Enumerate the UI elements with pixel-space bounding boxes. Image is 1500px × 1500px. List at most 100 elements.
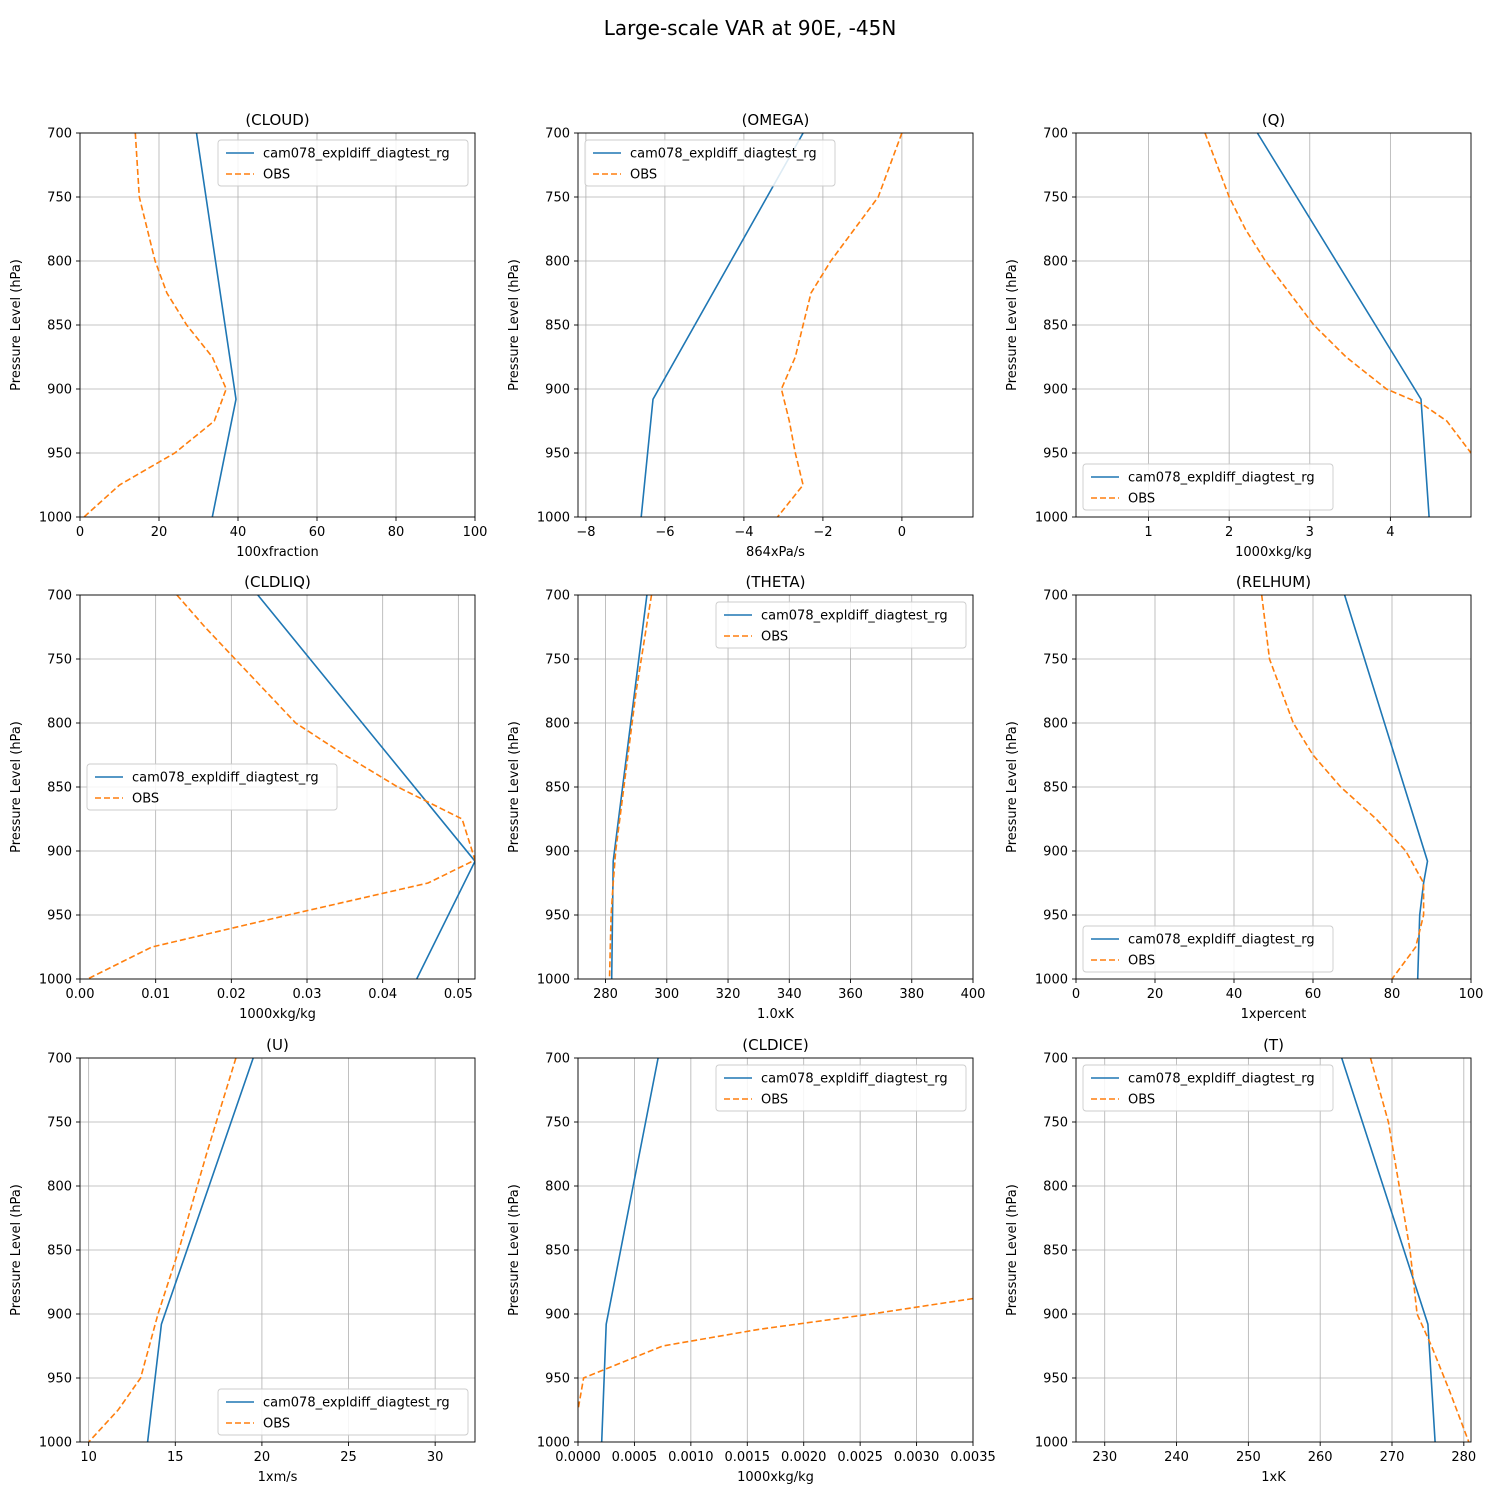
- x-axis-label: 1xpercent: [1241, 1007, 1307, 1022]
- y-tick-label: 800: [1043, 255, 1068, 270]
- x-tick-label: 280: [1451, 1450, 1476, 1465]
- x-axis-label: 1.0xK: [757, 1007, 794, 1022]
- obs-series-line: [83, 133, 228, 517]
- legend: cam078_expldiff_diagtest_rg OBS: [217, 139, 469, 187]
- y-tick-label: 750: [47, 1116, 72, 1131]
- legend-label: OBS: [1128, 492, 1155, 507]
- y-axis-label: Pressure Level (hPa): [9, 259, 24, 391]
- legend-label: OBS: [1128, 1093, 1155, 1108]
- legend: cam078_expldiff_diagtest_rg OBS: [1082, 1064, 1334, 1112]
- legend-label: OBS: [630, 168, 657, 183]
- subplot-title: (Q): [1262, 111, 1286, 129]
- y-tick-label: 800: [47, 1180, 72, 1195]
- x-tick-label: 0.0010: [668, 1450, 714, 1465]
- x-tick-label: 400: [961, 987, 986, 1002]
- model-series-line: [640, 133, 804, 517]
- y-tick-label: 900: [1043, 1308, 1068, 1323]
- subplot-t: 230 240 250 260 270 280 700 750 800 850 900 950 1000…: [1005, 1036, 1476, 1485]
- legend: cam078_expldiff_diagtest_rg OBS: [86, 763, 338, 811]
- y-tick-label: 850: [47, 1244, 72, 1259]
- x-tick-label: 10: [80, 1450, 97, 1465]
- legend-box: [584, 139, 836, 187]
- y-tick-label: 950: [545, 909, 570, 924]
- y-tick-label: 700: [545, 1052, 570, 1067]
- x-tick-label: 0.00: [66, 987, 95, 1002]
- x-tick-label: 0.05: [444, 987, 473, 1002]
- y-tick-label: 800: [47, 255, 72, 270]
- x-tick-label: 300: [654, 987, 679, 1002]
- y-tick-label: 900: [47, 845, 72, 860]
- y-tick-label: 950: [47, 1372, 72, 1387]
- y-tick-label: 850: [1043, 319, 1068, 334]
- x-axis-label: 864xPa/s: [746, 545, 805, 560]
- y-tick-label: 900: [545, 845, 570, 860]
- y-tick-label: 1000: [537, 1436, 570, 1451]
- y-tick-label: 800: [1043, 1180, 1068, 1195]
- model-series-line: [1256, 133, 1430, 517]
- model-series-line: [195, 133, 237, 517]
- legend-label: OBS: [132, 792, 159, 807]
- x-tick-label: 60: [309, 525, 326, 540]
- x-tick-label: 340: [777, 987, 802, 1002]
- x-tick-label: 0.0005: [612, 1450, 658, 1465]
- x-tick-label: 0.0015: [725, 1450, 771, 1465]
- legend-label: cam078_expldiff_diagtest_rg: [761, 609, 948, 624]
- model-series-line: [257, 595, 475, 979]
- x-tick-label: 3: [1306, 525, 1314, 540]
- legend-label: cam078_expldiff_diagtest_rg: [132, 771, 319, 786]
- x-tick-label: 0: [898, 525, 906, 540]
- x-tick-label: −4: [734, 525, 753, 540]
- y-tick-label: 850: [545, 319, 570, 334]
- y-tick-label: 900: [1043, 845, 1068, 860]
- y-tick-label: 700: [47, 589, 72, 604]
- legend-label: cam078_expldiff_diagtest_rg: [1128, 471, 1315, 486]
- obs-series-line: [578, 1297, 973, 1411]
- y-tick-label: 900: [1043, 383, 1068, 398]
- model-series-line: [600, 1058, 659, 1442]
- subplot-title: (CLOUD): [245, 111, 309, 129]
- legend-box: [1082, 925, 1334, 973]
- x-axis-label: 1xK: [1261, 1470, 1286, 1485]
- subplot-cldliq: 0.00 0.01 0.02 0.03 0.04 0.05 700 750 800 850 900 9…: [9, 573, 476, 1022]
- legend-box: [1082, 1064, 1334, 1112]
- x-tick-label: 0.04: [368, 987, 397, 1002]
- x-tick-label: 270: [1380, 1450, 1405, 1465]
- subplot-title: (RELHUM): [1236, 573, 1311, 591]
- obs-series-line: [88, 1058, 237, 1442]
- subplot-relhum: 0 20 40 60 80 100 700 750 800 850 900 950 1000 (RELHU…: [1005, 573, 1483, 1022]
- y-tick-label: 1000: [39, 1436, 72, 1451]
- y-tick-label: 750: [47, 653, 72, 668]
- x-tick-label: 0.0000: [555, 1450, 601, 1465]
- legend-box: [715, 601, 967, 649]
- subplot-cloud: 0 20 40 60 80 100 700 750 800 850 900 950 1000 (CLOUD…: [9, 111, 487, 560]
- subplot-title: (T): [1263, 1036, 1284, 1054]
- x-tick-label: 360: [838, 987, 863, 1002]
- y-tick-label: 900: [47, 383, 72, 398]
- y-axis-label: Pressure Level (hPa): [9, 1184, 24, 1316]
- obs-series-line: [1204, 133, 1471, 454]
- legend-label: cam078_expldiff_diagtest_rg: [263, 1396, 450, 1411]
- subplot-cldice: 0.0000 0.0005 0.0010 0.0015 0.0020 0.0025 0.00…: [507, 1036, 996, 1485]
- subplot-omega: −8 −6 −4 −2 0 700 750 800 850 900 950 1000 (OMEGA) 86…: [507, 111, 974, 560]
- y-tick-label: 700: [545, 589, 570, 604]
- y-tick-label: 950: [47, 909, 72, 924]
- x-tick-label: 100: [1459, 987, 1484, 1002]
- x-tick-label: 20: [151, 525, 168, 540]
- legend-box: [1082, 463, 1334, 511]
- x-tick-label: 40: [1226, 987, 1243, 1002]
- subplot-q: 1 2 3 4 700 750 800 850 900 950 1000 (Q) 1000xkg/kg P…: [1005, 111, 1472, 560]
- y-tick-label: 700: [1043, 127, 1068, 142]
- model-series-line: [1343, 595, 1429, 979]
- x-tick-label: 15: [167, 1450, 184, 1465]
- x-axis-label: 1000xkg/kg: [239, 1007, 316, 1022]
- x-tick-label: 0.01: [141, 987, 170, 1002]
- y-axis-label: Pressure Level (hPa): [1005, 259, 1020, 391]
- x-tick-label: 0: [76, 525, 84, 540]
- y-tick-label: 1000: [39, 973, 72, 988]
- y-tick-label: 800: [545, 717, 570, 732]
- y-tick-label: 850: [545, 781, 570, 796]
- y-axis-label: Pressure Level (hPa): [9, 721, 24, 853]
- y-tick-label: 1000: [537, 973, 570, 988]
- legend-box: [86, 763, 338, 811]
